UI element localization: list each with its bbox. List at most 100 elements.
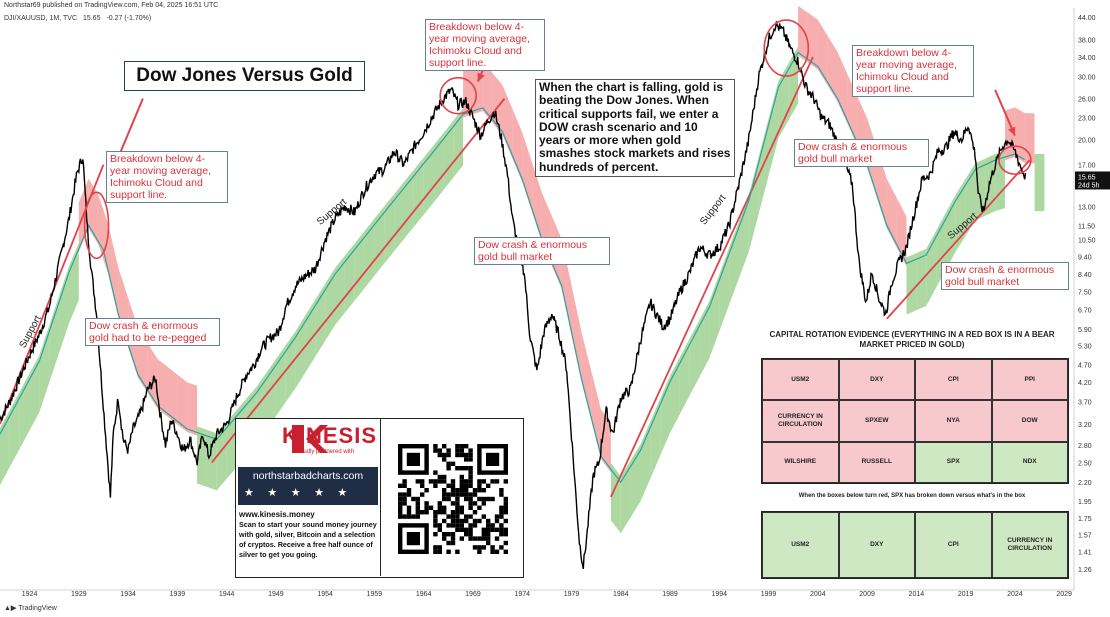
x-tick-label: 1924 <box>22 591 38 598</box>
cloud-segment-bull <box>9 391 20 467</box>
cloud-segment-bull <box>423 145 434 215</box>
qr-module <box>481 514 486 519</box>
qr-module <box>450 514 456 519</box>
qr-module <box>499 510 504 515</box>
cloud-segment-bull <box>748 156 759 252</box>
cloud-segment-bull <box>630 444 641 518</box>
kinesis-url[interactable]: www.kinesis.money <box>239 510 315 519</box>
cloud-segment-bull <box>335 255 345 326</box>
qr-module <box>459 474 464 480</box>
support-line <box>211 98 506 463</box>
x-tick-label: 1999 <box>761 591 777 598</box>
cloud-segment-bull <box>738 194 749 279</box>
qr-module <box>477 518 482 524</box>
rotation-box-dxy: DXY <box>838 359 915 401</box>
qr-module <box>459 536 464 541</box>
capital-rotation-title: CAPITAL ROTATION EVIDENCE (EVERYTHING IN… <box>769 330 1055 349</box>
qr-module <box>437 501 442 506</box>
qr-module <box>450 523 456 528</box>
qr-module <box>442 452 447 458</box>
northstar-banner[interactable]: northstarbadcharts.com ★ ★ ★ ★ ★ <box>238 467 378 505</box>
qr-module <box>464 514 469 519</box>
qr-module <box>459 466 464 471</box>
qr-module <box>464 527 469 532</box>
qr-module <box>442 492 447 497</box>
qr-module <box>420 510 425 515</box>
qr-module <box>406 488 412 493</box>
support-line <box>886 159 1031 320</box>
qr-code-icon[interactable] <box>398 441 508 557</box>
cloud-segment-bull <box>384 194 395 264</box>
qr-module <box>468 457 473 462</box>
x-tick-label: 2019 <box>958 591 974 598</box>
qr-module <box>486 523 491 528</box>
qr-module <box>455 523 460 528</box>
callout-breakdown-1966: Breakdown below 4-year moving average, I… <box>425 19 545 71</box>
callout-crash-2025: Dow crash & enormous gold bull market <box>941 262 1069 290</box>
qr-module <box>437 527 442 532</box>
qr-module <box>499 545 504 550</box>
breakdown-circle <box>83 191 110 260</box>
tradingview-icon: ▲▶ <box>4 605 19 612</box>
qr-module <box>468 448 473 453</box>
cloud-segment-bear <box>827 35 838 102</box>
partner-note: Proudly partnered with <box>294 449 355 455</box>
rotation-box-wilshire: WILSHIRE <box>762 441 839 483</box>
qr-module <box>455 448 460 453</box>
qr-module <box>433 470 438 475</box>
qr-module <box>490 549 495 554</box>
callout-crash-1930: Dow crash & enormous gold had to be re-p… <box>85 318 220 346</box>
x-tick-label: 2009 <box>859 591 875 598</box>
qr-module <box>420 483 425 488</box>
cloud-segment-bull <box>670 356 680 433</box>
cloud-segment-bull <box>394 181 404 252</box>
qr-module <box>415 514 420 519</box>
qr-module <box>468 466 473 471</box>
cloud-segment-bull <box>906 253 917 315</box>
qr-module <box>455 492 460 497</box>
qr-module <box>464 492 469 497</box>
qr-module <box>503 505 508 510</box>
cloud-segment-bull <box>640 421 651 502</box>
qr-module <box>433 483 438 488</box>
breakdown-circle <box>763 19 810 77</box>
tradingview-logo[interactable]: ▲▶ TradingView <box>4 605 57 612</box>
qr-module <box>455 514 460 519</box>
qr-module <box>481 496 486 502</box>
qr-module <box>420 492 425 497</box>
breakdown-arrow-head <box>477 72 485 82</box>
qr-module <box>459 492 464 497</box>
qr-module <box>468 505 473 510</box>
qr-module <box>446 483 451 488</box>
kinesis-ad[interactable]: KINESIS Proudly partnered with northstar… <box>235 418 524 578</box>
qr-module <box>442 474 447 480</box>
y-tick-label: 5.30 <box>1078 344 1092 351</box>
y-tick-label: 3.70 <box>1078 399 1092 406</box>
qr-module <box>446 496 451 502</box>
qr-module <box>437 523 442 528</box>
rotation-box-2-dxy: DXY <box>838 512 915 578</box>
qr-module <box>455 488 460 493</box>
qr-module <box>433 448 438 453</box>
rotation-box-nya: NYA <box>915 400 992 442</box>
qr-module <box>455 452 460 458</box>
rotation-box-2-currency-in-circulation: CURRENCY IN CIRCULATION <box>991 512 1068 578</box>
qr-module <box>464 518 469 524</box>
kinesis-logo-icon <box>292 425 328 453</box>
cloud-segment-bear <box>492 73 503 135</box>
cloud-segment-bear <box>98 195 109 275</box>
y-tick-label: 44.00 <box>1078 15 1096 22</box>
qr-module <box>503 532 508 537</box>
cloud-segment-bull <box>39 325 50 413</box>
qr-module <box>490 496 495 502</box>
qr-module <box>398 496 403 502</box>
y-tick-label: 6.70 <box>1078 307 1092 314</box>
cloud-segment-bear <box>1014 107 1025 163</box>
qr-module <box>477 549 482 554</box>
qr-module <box>503 540 508 546</box>
qr-module <box>468 474 473 480</box>
published-note: Northstar69 published on TradingView.com… <box>4 2 219 9</box>
cloud-segment-bear <box>837 52 848 124</box>
qr-module <box>406 514 412 519</box>
qr-module <box>459 448 464 453</box>
